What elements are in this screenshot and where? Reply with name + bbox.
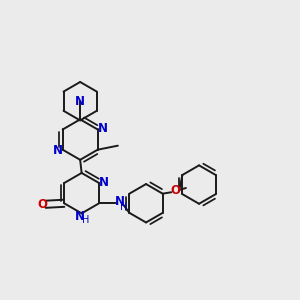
Text: O: O <box>37 198 47 211</box>
Text: N: N <box>115 195 124 208</box>
Text: O: O <box>170 184 180 197</box>
Text: H: H <box>120 202 127 212</box>
Text: H: H <box>82 215 89 225</box>
Text: N: N <box>75 210 85 224</box>
Text: N: N <box>98 122 107 135</box>
Text: N: N <box>99 176 109 189</box>
Text: N: N <box>53 144 63 157</box>
Text: N: N <box>75 95 85 108</box>
